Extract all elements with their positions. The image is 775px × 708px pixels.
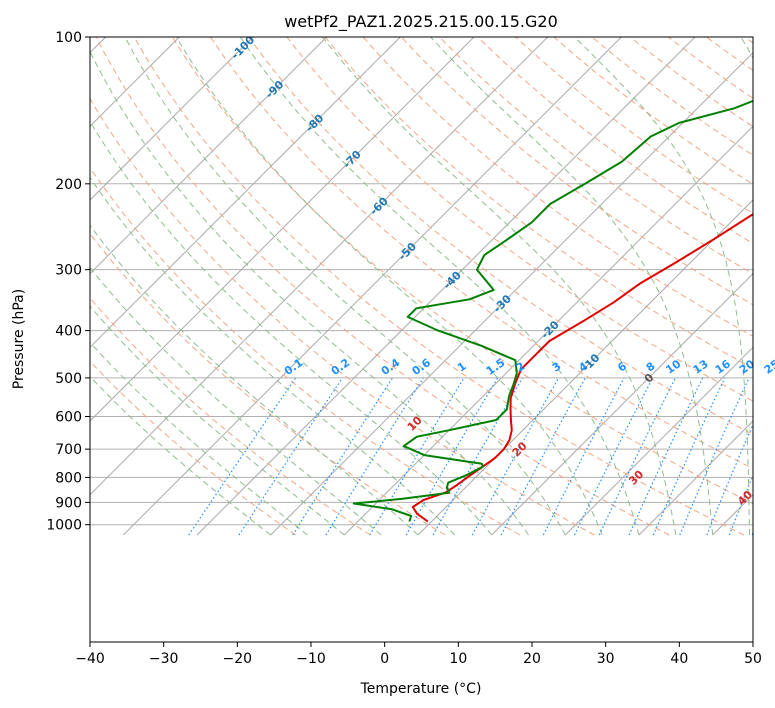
x-axis-label: Temperature (°C): [360, 681, 482, 697]
moist-adiabat-line: [90, 176, 456, 536]
mixing-ratio-label: 25: [762, 357, 775, 376]
mixing-ratio-line: [369, 377, 465, 536]
mixing-ratio-line: [652, 377, 726, 536]
dry-adiabat-line: [133, 37, 745, 536]
y-tick-label: 200: [55, 177, 82, 193]
isotherm-line: [638, 420, 753, 536]
x-tick-label: 20: [523, 651, 541, 667]
moist-adiabat-line: [90, 341, 308, 536]
mixing-ratio-line: [542, 377, 625, 536]
dry-adiabat-line: [400, 37, 753, 306]
y-tick-label: 700: [55, 442, 82, 458]
dry-adiabat-line: [90, 97, 595, 536]
x-tick-label: 50: [744, 651, 762, 667]
x-tick-label: −40: [75, 651, 105, 667]
dry-adiabat-line: [90, 297, 371, 536]
isotherm-line: [564, 346, 753, 536]
chart-grid: [0, 37, 753, 536]
x-tick-label: −20: [223, 651, 253, 667]
plot-background: [90, 37, 753, 642]
dry-adiabat-line: [248, 37, 753, 436]
mixing-ratio-line: [471, 377, 560, 536]
isotherm-line: [0, 37, 32, 535]
isotherm-line: [270, 51, 753, 536]
dry-adiabat-line: [171, 37, 753, 505]
y-tick-label: 400: [55, 324, 82, 340]
mixing-ratio-line: [405, 377, 499, 536]
moist-adiabat-line: [90, 50, 529, 536]
y-tick-label: 600: [55, 409, 82, 425]
isotherm-line: [90, 37, 475, 422]
y-tick-label: 100: [55, 30, 82, 46]
dry-adiabat-line: [90, 360, 297, 536]
mixing-ratio-line: [628, 377, 704, 536]
y-axis-label: Pressure (hPa): [11, 289, 27, 389]
y-tick-label: 1000: [46, 518, 82, 534]
chart-title: wetPf2_PAZ1.2025.215.00.15.G20: [284, 12, 558, 32]
moist-adiabat-line: [430, 37, 714, 535]
moist-adiabat-line: [90, 305, 345, 536]
isotherm-line: [343, 125, 753, 536]
isotherm-line: [90, 37, 180, 128]
mixing-ratio-line: [598, 377, 676, 536]
mixing-ratio-line: [751, 530, 753, 536]
isotherm-line: [122, 37, 622, 536]
moist-adiabat-line: [239, 37, 640, 536]
moist-adiabat-line: [322, 37, 677, 536]
y-tick-label: 800: [55, 470, 82, 486]
moist-adiabat-line: [90, 375, 271, 536]
isotherm-line: [90, 37, 549, 496]
dry-adiabat-line: [210, 37, 753, 470]
mixing-ratio-line: [706, 423, 753, 536]
y-tick-label: 500: [55, 371, 82, 387]
dewpoint-profile-line: [352, 99, 753, 522]
moist-adiabat-line: [124, 37, 566, 536]
x-tick-label: 0: [380, 651, 389, 667]
y-tick-label: 900: [55, 495, 82, 511]
chart-series: [352, 99, 753, 523]
isotherm-line: [90, 37, 328, 275]
moist-adiabat-line: [574, 37, 750, 535]
mixing-ratio-line: [500, 377, 586, 536]
x-tick-label: −30: [149, 651, 179, 667]
y-tick-label: 300: [55, 263, 82, 279]
dry-adiabat-line: [90, 166, 521, 536]
moist-adiabat-line: [90, 120, 492, 536]
isotherm-line: [491, 272, 753, 536]
mixing-ratio-line: [573, 377, 654, 536]
moist-adiabat-line: [90, 266, 382, 536]
dry-adiabat-line: [95, 37, 670, 536]
mixing-ratio-line: [728, 473, 753, 536]
temperature-profile-line: [411, 213, 753, 523]
dry-adiabat-line: [439, 37, 753, 275]
mixing-ratio-line: [679, 377, 750, 536]
x-tick-label: 10: [449, 651, 467, 667]
isotherm-line: [90, 37, 401, 349]
x-tick-label: −10: [296, 651, 326, 667]
chart-axes: −40 −30 −20 −10 0 10 20 30 40 50 100 200 300 400 500 60…: [46, 30, 762, 667]
plot-frame: [89, 36, 754, 643]
mixing-ratio-line: [238, 377, 343, 536]
x-tick-label: 40: [670, 651, 688, 667]
isotherm-line: [90, 37, 254, 201]
x-tick-label: 30: [597, 651, 615, 667]
